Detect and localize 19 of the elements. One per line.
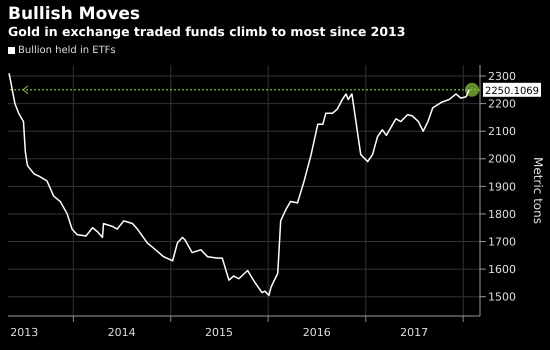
ref-line-label: 2250.1069 xyxy=(484,86,540,97)
x-tick-label: 2017 xyxy=(400,326,428,339)
legend-label: Bullion held in ETFs xyxy=(17,44,116,57)
y-tick-label: 2300 xyxy=(488,70,516,83)
y-tick-label: 2000 xyxy=(488,152,516,166)
y-axis-title: Metric tons xyxy=(531,156,545,224)
y-tick-label: 1500 xyxy=(488,290,516,304)
chart-title: Bullish Moves xyxy=(7,3,142,24)
y-tick-label: 1800 xyxy=(488,208,516,221)
y-tick-label: 1700 xyxy=(488,235,516,248)
x-tick-label: 2014 xyxy=(108,326,136,339)
y-tick-label: 2100 xyxy=(488,125,516,138)
x-tick-label: 2015 xyxy=(205,326,234,339)
y-tick-label: 1600 xyxy=(488,263,516,276)
chart-subtitle: Gold in exchange traded funds climb to most since 2013 xyxy=(7,24,406,41)
y-tick-label: 2200 xyxy=(488,98,516,111)
x-tick-label: 2013 xyxy=(10,326,38,339)
y-tick-label: 1900 xyxy=(488,180,516,194)
x-tick-label: 2016 xyxy=(302,326,331,339)
